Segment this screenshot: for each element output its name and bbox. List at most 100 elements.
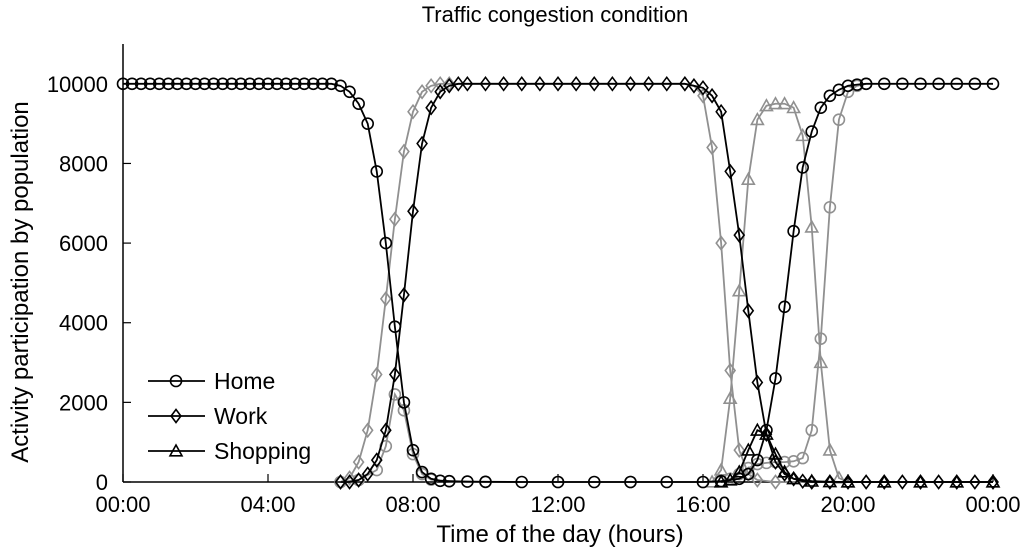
data-point	[407, 203, 419, 220]
data-point	[706, 139, 718, 156]
data-point	[877, 77, 891, 91]
data-point	[406, 443, 420, 457]
data-point	[697, 79, 709, 96]
data-point	[876, 474, 892, 488]
data-point	[379, 291, 392, 307]
data-point	[515, 475, 529, 489]
data-point	[896, 474, 909, 490]
data-point	[823, 200, 837, 214]
data-point	[261, 77, 275, 91]
data-point	[722, 390, 738, 404]
x-tick-label: 04:00	[240, 492, 295, 517]
data-point	[824, 474, 836, 490]
data-point	[814, 101, 828, 115]
data-point	[751, 472, 764, 488]
x-tick-label: 12:00	[530, 492, 585, 517]
legend-item-shopping: Shopping	[148, 438, 311, 464]
data-point	[152, 77, 166, 91]
data-point	[804, 473, 820, 487]
data-point	[307, 77, 320, 91]
data-point	[425, 99, 437, 116]
data-point	[823, 89, 837, 103]
data-point	[189, 77, 202, 91]
data-point	[433, 474, 447, 488]
data-point	[822, 442, 838, 456]
data-point	[731, 283, 747, 297]
data-point	[860, 474, 872, 490]
series-scenario-4	[334, 75, 999, 490]
data-point	[805, 423, 819, 437]
data-point	[398, 143, 410, 160]
data-point	[334, 79, 347, 93]
data-point	[143, 77, 157, 91]
data-point	[252, 77, 266, 91]
data-point	[878, 474, 891, 490]
data-point	[840, 474, 856, 488]
data-point	[768, 446, 783, 460]
x-tick-label: 08:00	[385, 492, 440, 517]
data-point	[415, 465, 429, 479]
data-point	[443, 77, 456, 94]
data-point	[660, 75, 673, 92]
data-point	[713, 474, 729, 488]
data-point	[697, 87, 709, 104]
data-point	[850, 78, 864, 91]
data-point	[334, 474, 347, 490]
data-point	[425, 77, 437, 94]
data-point	[389, 366, 401, 383]
series-shopping	[713, 422, 1001, 488]
data-point	[134, 77, 148, 91]
y-tick-label: 4000	[59, 311, 108, 336]
series-line	[340, 82, 993, 483]
data-point	[733, 442, 746, 458]
data-point	[225, 77, 239, 91]
data-point	[243, 77, 257, 91]
legend-item-work: Work	[148, 403, 268, 429]
data-point	[642, 75, 655, 92]
data-point	[207, 77, 220, 91]
data-point	[778, 300, 791, 314]
y-tick-label: 2000	[59, 390, 108, 415]
data-point	[724, 163, 737, 180]
legend: Home Work Shopping	[148, 368, 311, 464]
data-point	[768, 96, 783, 110]
data-point	[796, 161, 809, 174]
data-point	[479, 75, 492, 92]
data-point	[461, 475, 474, 488]
data-point	[162, 77, 175, 91]
data-point	[606, 75, 619, 92]
data-point	[740, 442, 756, 456]
series-work	[334, 75, 999, 490]
data-point	[814, 332, 828, 345]
y-axis: 0 2000 4000 6000 8000 10000	[47, 72, 131, 495]
data-point	[416, 83, 428, 100]
data-point	[751, 374, 764, 391]
x-axis-label: Time of the day (hours)	[436, 521, 683, 548]
data-point	[379, 236, 393, 250]
data-point	[985, 474, 1001, 488]
data-point	[379, 422, 392, 439]
data-point	[424, 472, 438, 486]
data-point	[343, 85, 356, 99]
data-point	[461, 75, 474, 92]
y-tick-label: 10000	[47, 72, 108, 97]
data-point	[796, 451, 809, 465]
data-point	[750, 112, 765, 126]
data-point	[551, 475, 565, 489]
chart-title: Traffic congestion condition	[422, 2, 689, 27]
x-axis: 00:00 04:00 08:00 12:00 16:00 20:00 00:00	[95, 474, 1021, 517]
data-point	[804, 219, 820, 233]
data-point	[552, 75, 564, 92]
data-point	[443, 75, 456, 92]
data-point	[786, 100, 801, 114]
legend-marker	[170, 408, 182, 424]
data-point	[842, 474, 854, 490]
data-point	[370, 366, 383, 383]
data-point	[234, 77, 248, 91]
legend-marker	[169, 374, 183, 388]
y-tick-label: 0	[96, 470, 108, 495]
y-tick-label: 6000	[59, 231, 108, 256]
data-point	[950, 77, 964, 91]
y-tick-label: 8000	[59, 151, 108, 176]
